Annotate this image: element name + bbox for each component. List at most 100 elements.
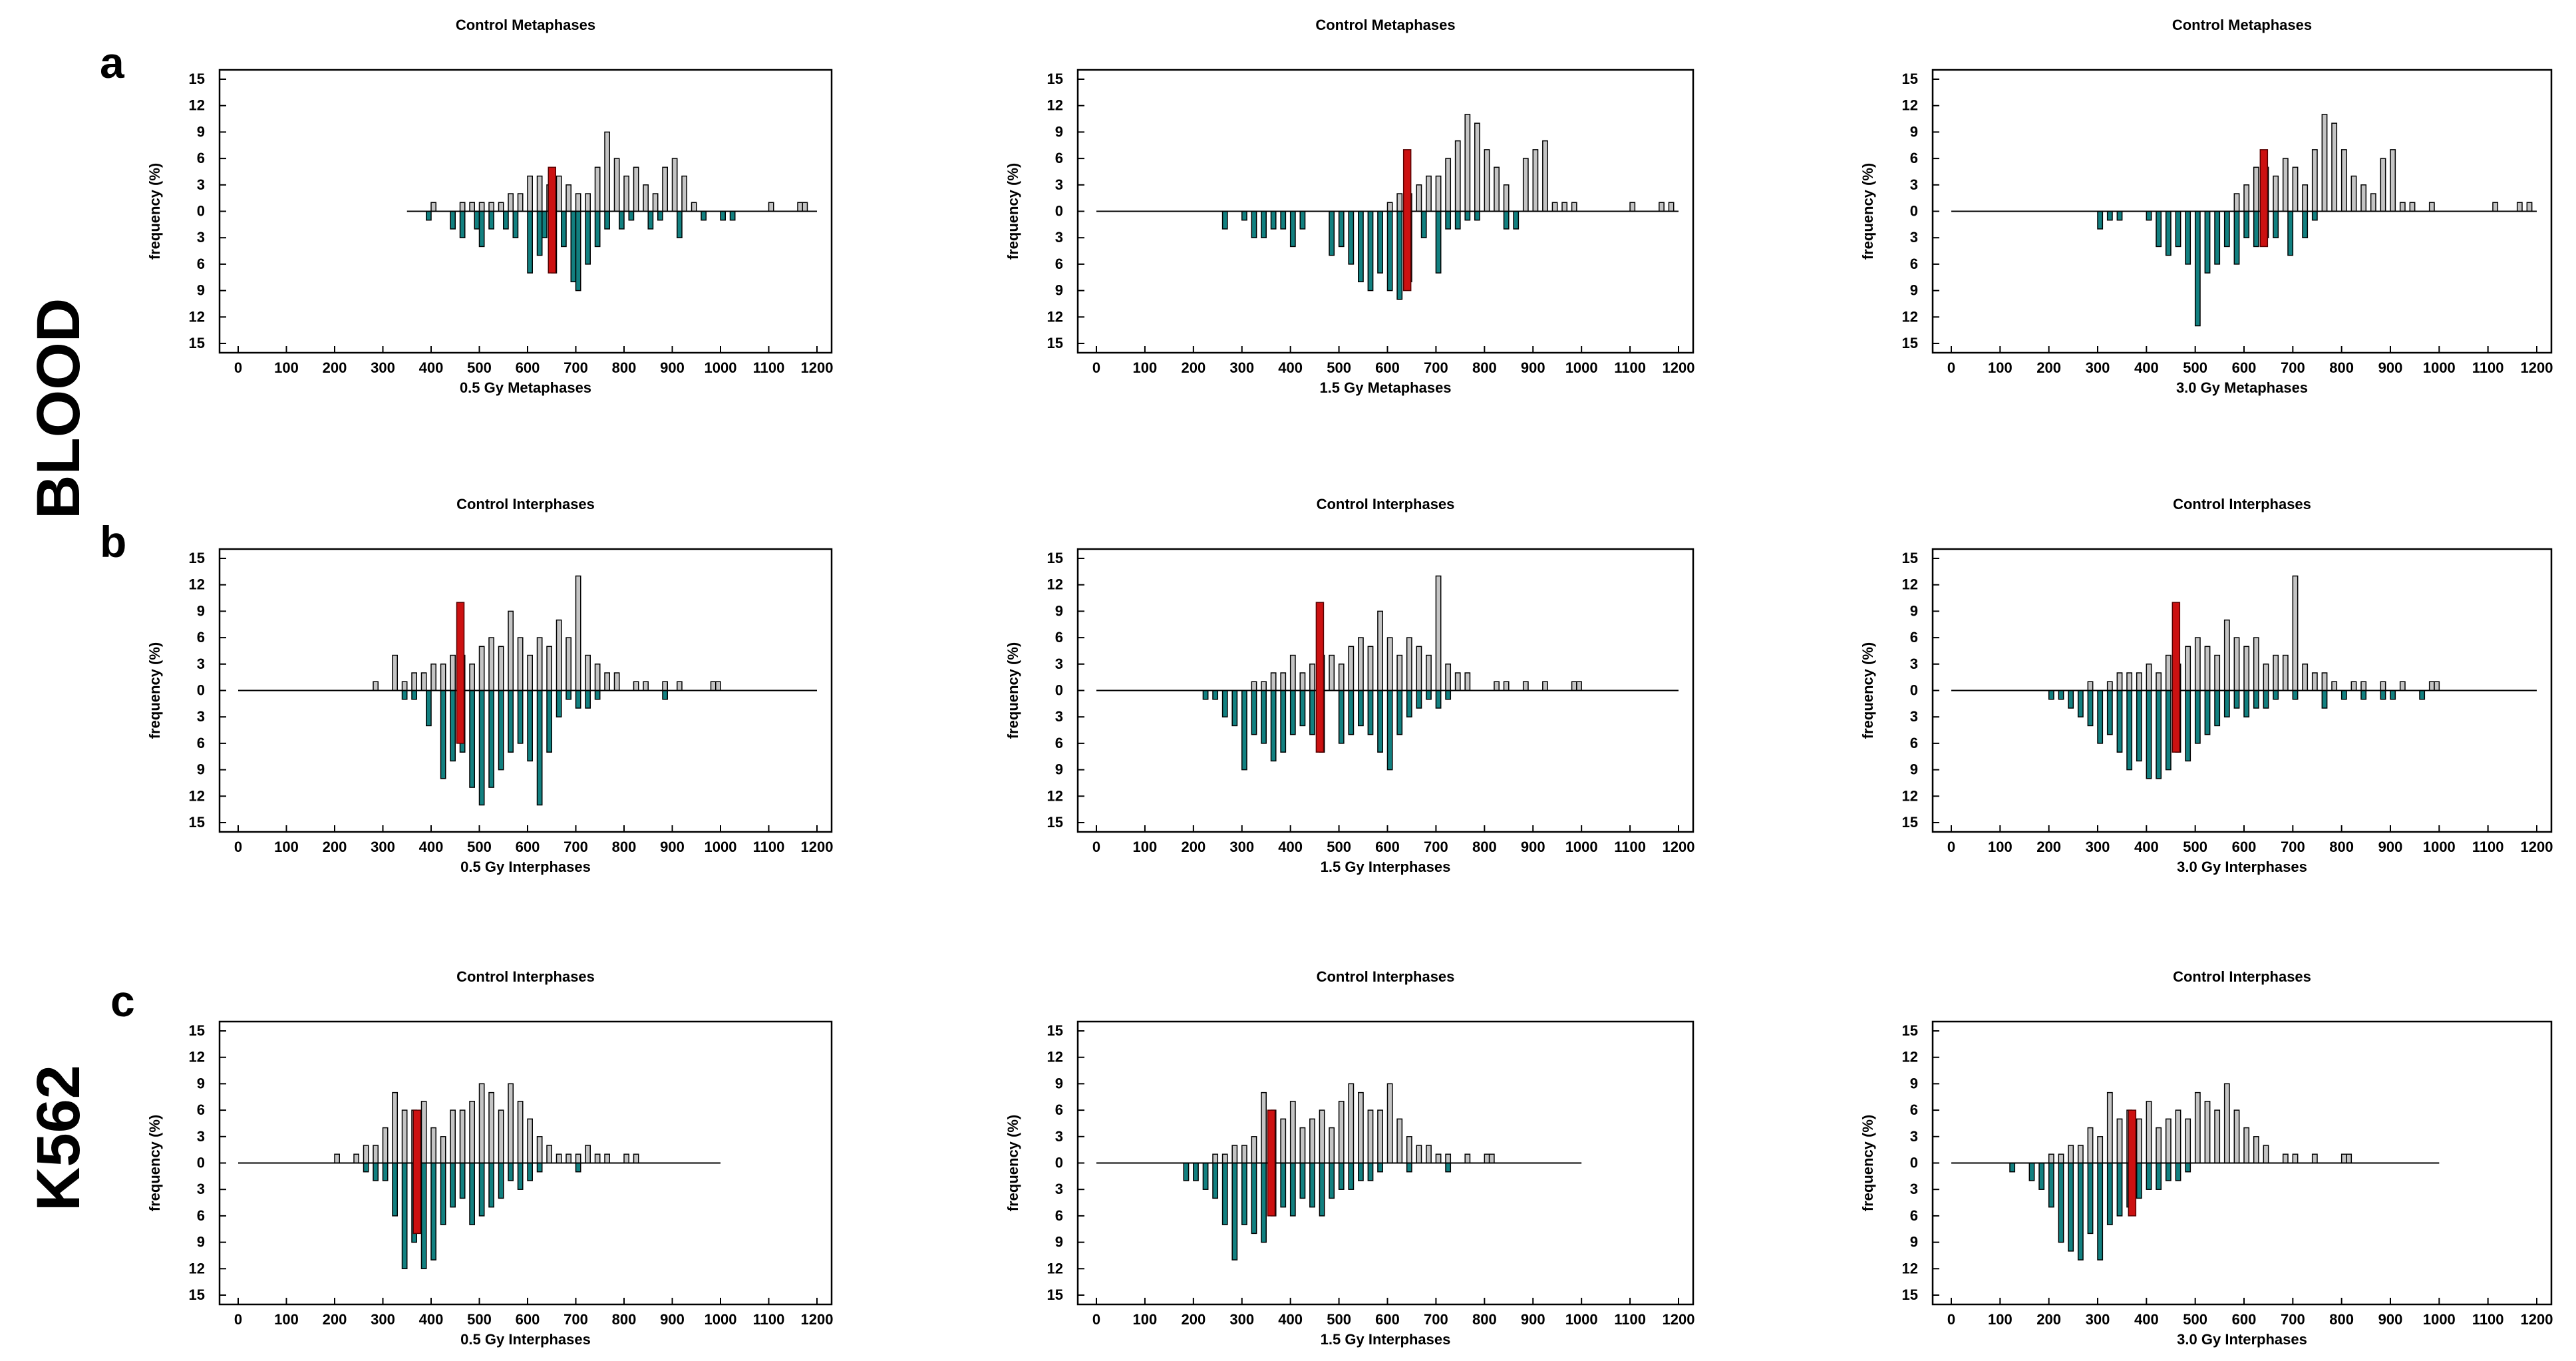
bar [430,1127,436,1164]
bar [1221,689,1228,717]
x-tick-label: 1200 [2521,1311,2553,1328]
bar [2156,1127,2162,1164]
bar [1576,681,1582,691]
bar [1338,210,1345,248]
bar [2106,689,2113,735]
bar [1261,681,1267,691]
bar [1251,1136,1257,1164]
bar [1367,1109,1374,1164]
x-tick-label: 1100 [753,839,785,855]
bar [488,689,494,788]
y-tick-label: 0 [1055,1155,1063,1171]
bar [488,202,494,212]
bar [392,654,398,691]
x-tick-label: 200 [1181,359,1206,376]
x-tick-label: 600 [2232,839,2257,855]
mean-marker [2128,1109,2137,1217]
bar [2253,210,2259,248]
x-tick-label: 900 [2378,359,2403,376]
bar [2204,1101,2211,1164]
y-tick-label: 0 [1055,682,1063,699]
bar [536,1136,543,1164]
x-tick-label: 0 [1092,839,1100,855]
bar [1309,664,1315,691]
x-tick-label: 900 [660,359,685,376]
bar [2360,681,2367,691]
y-tick-label: 12 [1902,787,1918,804]
bar [1445,1162,1452,1173]
bar [1299,1127,1306,1164]
y-tick-label: 12 [1047,787,1063,804]
bar [1522,158,1529,212]
bar [2399,202,2406,212]
x-tick-label: 800 [1472,839,1497,855]
chart-panel-a3: Control Metaphases 3.0 Gy Metaphases frequ… [1859,17,2553,396]
x-tick-label: 1000 [705,359,737,376]
bar [2223,210,2230,248]
bar [1358,1162,1364,1181]
bar [2185,689,2191,762]
x-tick-label: 1200 [801,839,834,855]
bar [2087,681,2094,691]
x-tick-label: 800 [612,359,637,376]
mean-marker [2259,149,2269,248]
bar [1396,1118,1403,1164]
y-tick-label: 9 [1910,123,1918,140]
bar [2253,166,2259,212]
bar [2253,689,2259,709]
bar [2106,210,2113,221]
series-treated [1221,210,1520,300]
y-tick-label: 3 [1055,708,1063,725]
row-label-k562: K562 [25,1065,92,1211]
bar [1571,202,1577,212]
y-tick-label: 9 [197,123,205,140]
x-tick-label: 600 [516,839,540,855]
bar [2077,1145,2084,1164]
bar [1367,689,1374,735]
bar [575,575,581,691]
bar [450,689,456,762]
chart-title: Control Metaphases [2172,17,2312,33]
bar [1280,672,1287,691]
x-tick-label: 700 [1424,1311,1448,1328]
bar [1416,689,1422,709]
x-tick-label: 1200 [1663,1311,1695,1328]
x-tick-label: 1100 [2472,839,2504,855]
bar [633,681,639,691]
bar [1571,681,1577,691]
bar [488,1091,494,1164]
y-tick-label: 12 [1047,576,1063,593]
x-tick-label: 300 [2086,839,2110,855]
y-tick-label: 3 [1910,656,1918,672]
bar [677,210,683,238]
bar [657,210,663,221]
x-tick-label: 100 [1988,839,2012,855]
bar [1241,210,1247,221]
bar [2390,149,2396,212]
x-tick-label: 800 [1472,359,1497,376]
y-tick-label: 12 [1047,97,1063,114]
bar [2146,1162,2152,1190]
bar [2156,689,2162,779]
bar [1532,149,1539,212]
bar [478,210,485,248]
mean-marker [2172,602,2181,753]
y-tick-label: 15 [1902,1286,1918,1303]
x-tick-label: 400 [419,359,444,376]
bar [498,1162,504,1199]
bar [2287,210,2294,256]
bar [802,202,808,212]
y-tick-label: 12 [1047,1260,1063,1276]
bar [488,1162,494,1208]
x-tick-label: 1000 [2423,359,2456,376]
x-axis-label: 3.0 Gy Metaphases [2176,379,2308,396]
mean-marker [456,602,465,744]
x-axis-label: 1.5 Gy Interphases [1321,1331,1451,1348]
bar [1348,646,1355,691]
bar [662,681,668,691]
bar [517,193,524,212]
bar [1221,1162,1228,1225]
bar [440,1136,446,1164]
bar [2165,210,2172,256]
y-tick-label: 6 [197,735,205,751]
